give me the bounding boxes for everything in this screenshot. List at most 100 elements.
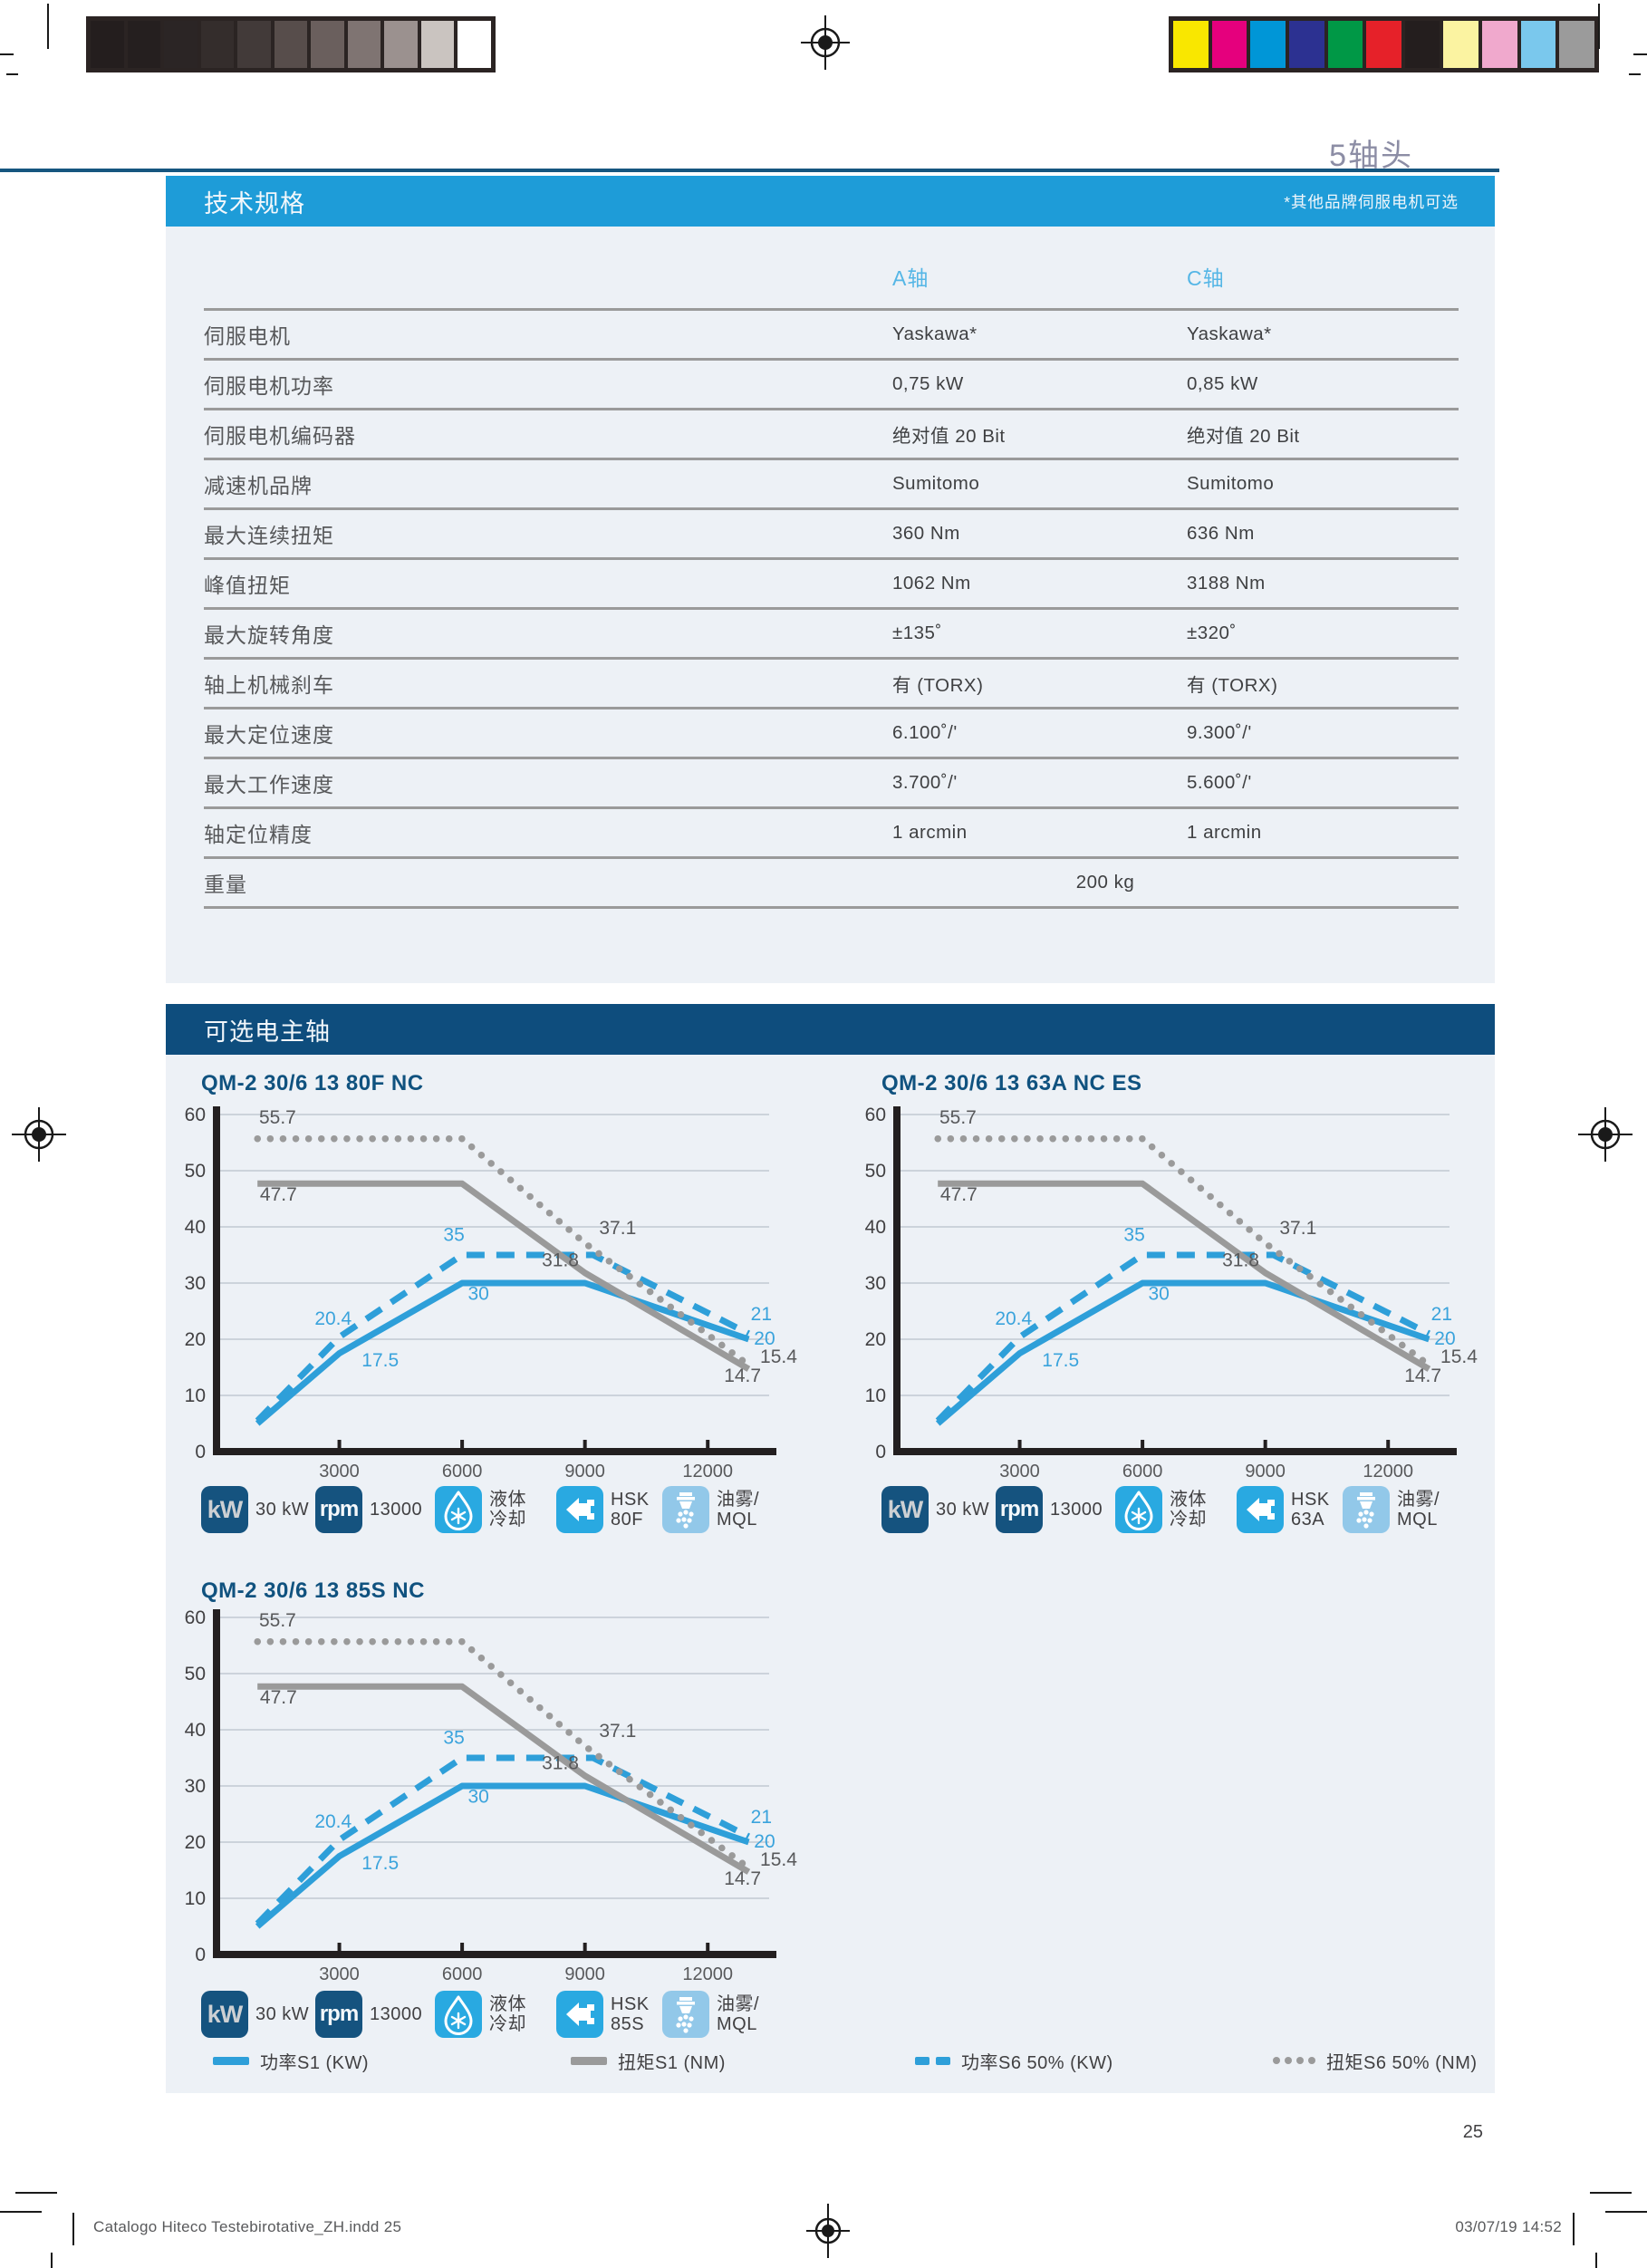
point-label: 15.4 <box>1440 1346 1478 1367</box>
legend-torque-s1: 扭矩S1 (NM) <box>571 2053 726 2073</box>
calibration-swatch <box>1404 21 1440 68</box>
mql-label: 油雾/ MQL <box>717 1489 760 1530</box>
point-label: 30 <box>1149 1284 1170 1305</box>
x-tick-label: 9000 <box>564 1462 605 1481</box>
row-value-c: Yaskawa* <box>1187 323 1272 344</box>
chart-title-3: QM-2 30/6 13 85S NC <box>201 1578 425 1603</box>
header-rule <box>0 169 1499 172</box>
calibration-swatch <box>458 21 492 68</box>
row-value-c: Sumitomo <box>1187 473 1275 494</box>
y-tick-label: 40 <box>185 1720 206 1741</box>
y-tick-label: 60 <box>185 1607 206 1628</box>
row-label: 峰值扭矩 <box>204 574 291 597</box>
mql-group: 油雾/ MQL <box>662 1991 759 2038</box>
row-value-span: 200 kg <box>1075 872 1135 893</box>
crop-mark <box>0 53 14 55</box>
table-row-weight: 重量 200 kg <box>204 856 1459 906</box>
table-row: 峰值扭矩 1062 Nm 3188 Nm <box>204 557 1459 607</box>
spec-section-title: 技术规格 <box>204 189 305 217</box>
y-tick-label: 50 <box>185 1161 206 1182</box>
row-value-a: 3.700˚/' <box>892 772 958 793</box>
point-label: 47.7 <box>260 1184 297 1205</box>
calibration-swatch <box>274 21 308 68</box>
rpm-value-label: 13000 <box>1050 1499 1103 1520</box>
point-label: 21 <box>751 1304 772 1325</box>
legend-label: 扭矩S1 (NM) <box>618 2052 726 2073</box>
legend-swatch-gray-dotted <box>1273 2057 1315 2064</box>
spec-panel: A轴 C轴 伺服电机 Yaskawa* Yaskawa* 伺服电机功率 0,75… <box>166 227 1495 983</box>
chart-line-power-s6 <box>935 1251 1430 1424</box>
chart-line-torque-s6 <box>934 1134 1433 1369</box>
row-label: 重量 <box>204 873 247 896</box>
row-value-c: 0,85 kW <box>1187 373 1258 394</box>
chart-line-power-s6 <box>255 1251 750 1424</box>
row-value-c: 636 Nm <box>1187 523 1255 544</box>
rpm-glyph: rpm <box>319 2002 359 2026</box>
x-tick-label: 9000 <box>1245 1462 1286 1481</box>
calibration-swatch <box>1211 21 1247 68</box>
x-tick-label: 3000 <box>319 1462 360 1481</box>
rpm-badge-icon: rpm <box>315 1991 362 2038</box>
crop-mark <box>1573 2213 1575 2245</box>
point-label: 20 <box>754 1328 775 1349</box>
row-label: 最大定位速度 <box>204 723 334 747</box>
y-tick-label: 40 <box>185 1217 206 1238</box>
legend-power-s1: 功率S1 (KW) <box>213 2053 369 2073</box>
calibration-swatch <box>91 21 124 68</box>
y-tick-label: 20 <box>865 1329 886 1350</box>
y-tick-label: 30 <box>185 1776 206 1797</box>
power-rating-group: kW 30 kW <box>201 1486 309 1533</box>
spec-section-note: *其他品牌伺服电机可选 <box>1284 192 1459 211</box>
point-label: 37.1 <box>599 1218 636 1239</box>
calibration-swatch <box>384 21 418 68</box>
rpm-glyph: rpm <box>999 1497 1039 1521</box>
liquid-cooling-icon <box>1115 1486 1162 1533</box>
y-tick-label: 10 <box>185 1385 206 1406</box>
y-tick-label: 40 <box>865 1217 886 1238</box>
page-title: 5轴头 <box>1329 139 1413 173</box>
spindle-chart-1: 0 10 20 30 40 50 60 3000 6000 9000 12000 55.7 47.7 20… <box>185 1105 798 1481</box>
point-label: 20 <box>754 1831 775 1852</box>
legend-swatch-blue-solid <box>213 2056 249 2065</box>
cooling-group: 液体 冷却 <box>435 1486 526 1533</box>
point-label: 20.4 <box>314 1308 352 1329</box>
legend-label: 扭矩S6 50% (NM) <box>1326 2052 1478 2073</box>
x-tick-label: 3000 <box>999 1462 1040 1481</box>
liquid-cooling-icon <box>435 1991 482 2038</box>
point-label: 30 <box>468 1284 489 1305</box>
table-row: 最大连续扭矩 360 Nm 636 Nm <box>204 507 1459 557</box>
crop-mark <box>1633 53 1647 55</box>
spec-table-header-row: A轴 C轴 <box>204 227 1459 308</box>
y-tick-label: 0 <box>195 1945 206 1965</box>
tool-holder-group: HSK 80F <box>556 1486 650 1533</box>
y-tick-label: 10 <box>865 1385 886 1406</box>
y-tick-label: 50 <box>185 1664 206 1684</box>
row-value-c: 9.300˚/' <box>1187 722 1252 743</box>
kw-badge-icon: kW <box>201 1991 248 2038</box>
spindle-section-header: 可选电主轴 <box>166 1004 1495 1055</box>
rpm-badge-icon: rpm <box>996 1486 1043 1533</box>
crop-mark <box>1595 2253 1597 2268</box>
point-label: 14.7 <box>724 1868 761 1889</box>
crop-mark <box>1629 73 1641 75</box>
chart-line-power-s6 <box>255 1754 750 1926</box>
kw-badge-icon: kW <box>881 1486 929 1533</box>
mql-group: 油雾/ MQL <box>662 1486 759 1533</box>
point-label: 14.7 <box>1404 1366 1441 1386</box>
row-value-a: 1062 Nm <box>892 573 971 594</box>
table-row: 伺服电机 Yaskawa* Yaskawa* <box>204 308 1459 358</box>
spec-col-c-axis: C轴 <box>1187 266 1225 290</box>
calibration-swatch <box>1559 21 1595 68</box>
row-value-a: ±135˚ <box>892 622 942 643</box>
rpm-rating-group: rpm 13000 <box>315 1486 422 1533</box>
point-label: 15.4 <box>760 1849 797 1870</box>
crop-mark <box>51 2253 53 2268</box>
kw-glyph: kW <box>887 1495 923 1523</box>
legend-label: 功率S1 (KW) <box>260 2052 370 2073</box>
point-label: 31.8 <box>542 1752 579 1773</box>
calibration-swatch <box>420 21 455 68</box>
y-tick-label: 60 <box>185 1105 206 1125</box>
spec-col-a-axis: A轴 <box>892 266 929 290</box>
row-value-c: 5.600˚/' <box>1187 772 1252 793</box>
x-tick-label: 12000 <box>682 1462 733 1481</box>
